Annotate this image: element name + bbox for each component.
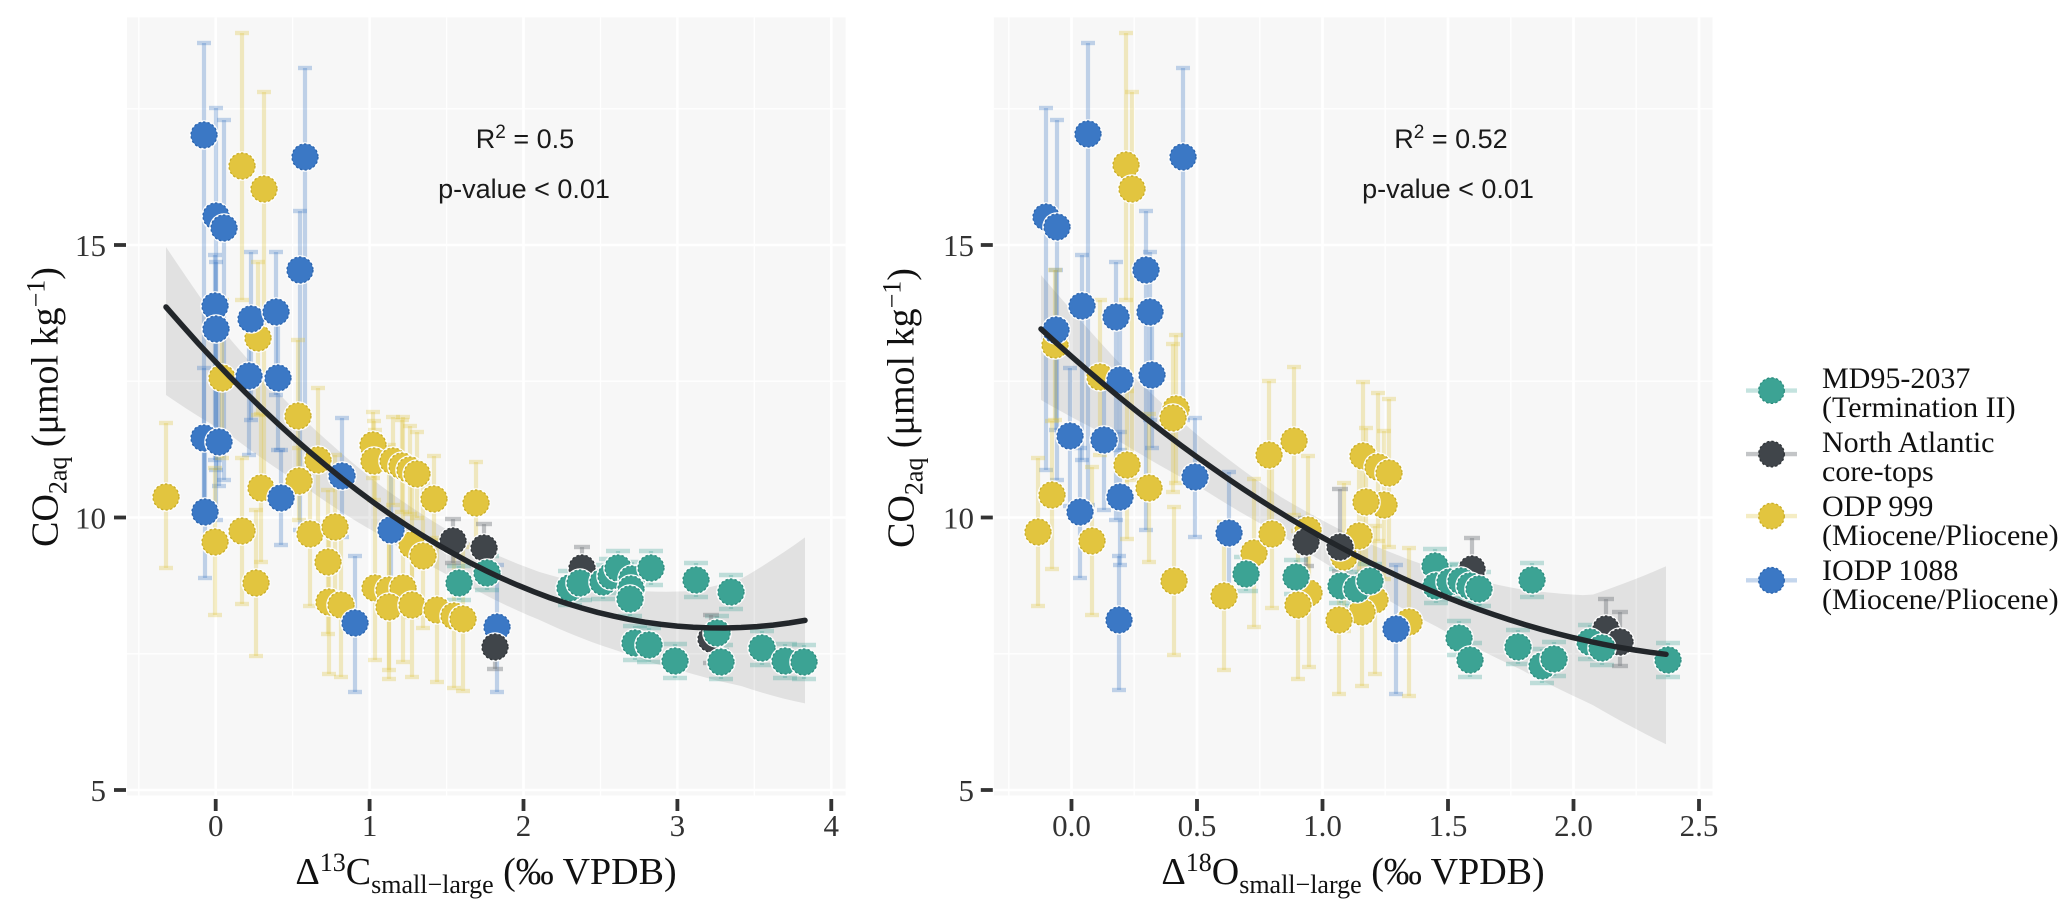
svg-text:(Miocene/Pliocene): (Miocene/Pliocene) [1822, 519, 2059, 552]
svg-text:0.0: 0.0 [1052, 808, 1091, 843]
svg-text:4: 4 [824, 808, 840, 843]
svg-text:R2 = 0.52: R2 = 0.52 [1394, 122, 1507, 154]
svg-text:2.0: 2.0 [1554, 808, 1593, 843]
svg-text:(Miocene/Pliocene): (Miocene/Pliocene) [1822, 583, 2059, 616]
svg-text:CO2aq (μmol kg−1): CO2aq (μmol kg−1) [22, 267, 73, 547]
svg-text:core-tops: core-tops [1822, 455, 1934, 488]
svg-text:(Termination II): (Termination II) [1822, 391, 2016, 424]
svg-text:0: 0 [208, 808, 224, 843]
svg-text:p-value < 0.01: p-value < 0.01 [1362, 174, 1534, 204]
svg-text:1: 1 [362, 808, 378, 843]
svg-text:5: 5 [91, 773, 107, 808]
svg-text:15: 15 [943, 228, 974, 263]
svg-text:2.5: 2.5 [1680, 808, 1719, 843]
svg-text:MD95-2037: MD95-2037 [1822, 362, 1970, 395]
svg-text:1.0: 1.0 [1303, 808, 1342, 843]
svg-text:IODP 1088: IODP 1088 [1822, 554, 1958, 587]
svg-text:R2 = 0.5: R2 = 0.5 [476, 122, 574, 154]
svg-text:3: 3 [670, 808, 686, 843]
svg-text:10: 10 [75, 501, 106, 536]
svg-text:10: 10 [943, 501, 974, 536]
svg-text:15: 15 [75, 228, 106, 263]
svg-text:5: 5 [959, 773, 975, 808]
svg-text:1.5: 1.5 [1429, 808, 1468, 843]
svg-text:CO2aq (μmol kg−1): CO2aq (μmol kg−1) [878, 268, 929, 548]
svg-text:North Atlantic: North Atlantic [1822, 426, 1994, 459]
svg-text:ODP 999: ODP 999 [1822, 490, 1933, 523]
svg-text:Δ13Csmall−large (‰ VPDB): Δ13Csmall−large (‰ VPDB) [295, 848, 676, 899]
svg-text:2: 2 [516, 808, 532, 843]
svg-text:p-value < 0.01: p-value < 0.01 [438, 174, 610, 204]
svg-text:0.5: 0.5 [1178, 808, 1217, 843]
